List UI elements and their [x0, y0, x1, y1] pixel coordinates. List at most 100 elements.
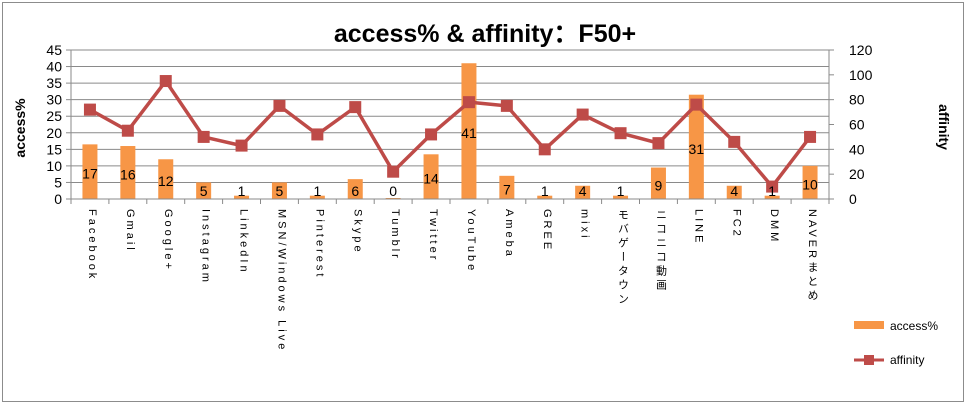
bar: [537, 195, 553, 199]
affinity-marker: [576, 108, 589, 121]
x-tick-label: mixi: [579, 209, 591, 241]
bar: [271, 182, 287, 199]
x-tick-label: MSN/Windows Live: [275, 209, 287, 352]
y2-tick-label: 60: [849, 117, 865, 133]
affinity-marker: [121, 124, 134, 137]
x-tick-label: LinkedIn: [238, 209, 250, 275]
bar: [688, 94, 704, 199]
axes: [66, 49, 834, 204]
x-tick-label: Gmail: [124, 209, 136, 253]
bar-data-label: 9: [655, 177, 663, 193]
bar: [158, 159, 174, 199]
y-tick-label: 15: [46, 141, 62, 157]
bar: [613, 195, 629, 199]
bar: [82, 144, 98, 199]
x-tick-label: ニコニコ動画: [654, 209, 667, 293]
affinity-marker: [387, 165, 400, 178]
y-tick-label: 10: [46, 158, 62, 174]
bar: [575, 185, 591, 199]
bar: [650, 167, 666, 199]
affinity-marker: [652, 137, 665, 150]
x-tick-label: LINE: [692, 209, 704, 245]
affinity-marker: [349, 101, 362, 114]
y-tick-label: 45: [46, 42, 62, 58]
bar: [802, 165, 818, 199]
x-tick-label: Ameba: [503, 209, 515, 259]
y2-tick-label: 40: [849, 141, 865, 157]
bar: [423, 154, 439, 199]
bar-data-label: 14: [423, 171, 439, 187]
x-tick-label: YouTube: [465, 209, 477, 273]
affinity-marker: [197, 130, 210, 143]
y-tick-label: 5: [54, 174, 62, 190]
line-series: [83, 75, 817, 193]
legend-swatch-access: [854, 321, 884, 329]
bar: [309, 195, 325, 199]
bar-data-label: 7: [503, 181, 511, 197]
y-tick-label: 40: [46, 59, 62, 75]
affinity-line: [89, 79, 812, 189]
x-tick-label: Facebook: [86, 209, 98, 281]
x-tick-label: Google+: [162, 209, 174, 272]
affinity-marker: [614, 127, 627, 140]
chart-title: access% & affinity：F50+: [334, 20, 636, 48]
y2-tick-label: 80: [849, 92, 865, 108]
bar: [499, 175, 515, 199]
bar-data-label: 12: [158, 173, 174, 189]
bar: [347, 179, 363, 199]
affinity-marker: [235, 139, 248, 152]
bar-data-label: 17: [82, 166, 98, 182]
x-tick-label: Skype: [351, 209, 363, 255]
bar: [120, 146, 136, 199]
y-tick-label: 25: [46, 108, 62, 124]
bar-data-label: 10: [802, 176, 818, 192]
y2-tick-label: 100: [849, 67, 873, 83]
y-tick-label: 20: [46, 125, 62, 141]
bar-series: [82, 63, 818, 199]
affinity-marker: [728, 135, 741, 148]
bar: [234, 195, 250, 199]
bar-data-label: 4: [579, 183, 587, 199]
affinity-marker: [500, 99, 513, 112]
y2-tick-label: 120: [849, 42, 873, 58]
bar-data-label: 1: [617, 183, 625, 199]
bar-data-label: 1: [238, 183, 246, 199]
affinity-marker: [538, 143, 551, 156]
affinity-marker: [159, 75, 172, 88]
bar-data-label: 1: [313, 183, 321, 199]
chart-frame: access% & affinity：F50+ 0 5 10 15 20 25 30 35 40…: [2, 2, 964, 402]
affinity-marker: [273, 99, 286, 112]
y2-tick-label: 20: [849, 166, 865, 182]
chart-svg: access% & affinity：F50+ 0510152025303540…: [12, 20, 952, 367]
x-tick-label: Pinterest: [313, 209, 325, 279]
affinity-marker: [425, 128, 438, 141]
affinity-marker: [690, 98, 703, 111]
bar: [726, 185, 742, 199]
y2-axis-ticks: 0 20 40 60 80 100 120: [849, 42, 873, 207]
legend-marker-affinity: [864, 355, 874, 365]
affinity-marker: [311, 128, 324, 141]
bar-data-label: 5: [276, 183, 284, 199]
x-tick-label: DMM: [768, 209, 780, 244]
bar-data-label: 4: [730, 183, 738, 199]
y-axis-label: access%: [12, 98, 28, 158]
bar: [196, 182, 212, 199]
legend-label-access: access%: [890, 319, 938, 333]
bar-data-label: 5: [200, 183, 208, 199]
bar-data-label: 0: [389, 183, 397, 199]
bar-data-label: 41: [461, 125, 477, 141]
bar-data-label: 6: [351, 183, 359, 199]
y-tick-label: 35: [46, 75, 62, 91]
bar-data-label: 16: [120, 167, 136, 183]
y2-tick-label: 0: [849, 191, 857, 207]
x-tick-label: Instagram: [200, 209, 212, 285]
bar: [764, 195, 780, 199]
x-tick-label: GREE: [541, 209, 553, 252]
affinity-marker: [766, 180, 779, 193]
x-tick-label: FC2: [730, 209, 742, 239]
x-tick-label: モバゲータウン: [617, 209, 630, 307]
x-tick-label: Twitter: [427, 209, 439, 262]
affinity-marker: [83, 103, 96, 116]
legend: access% affinity: [854, 319, 938, 367]
